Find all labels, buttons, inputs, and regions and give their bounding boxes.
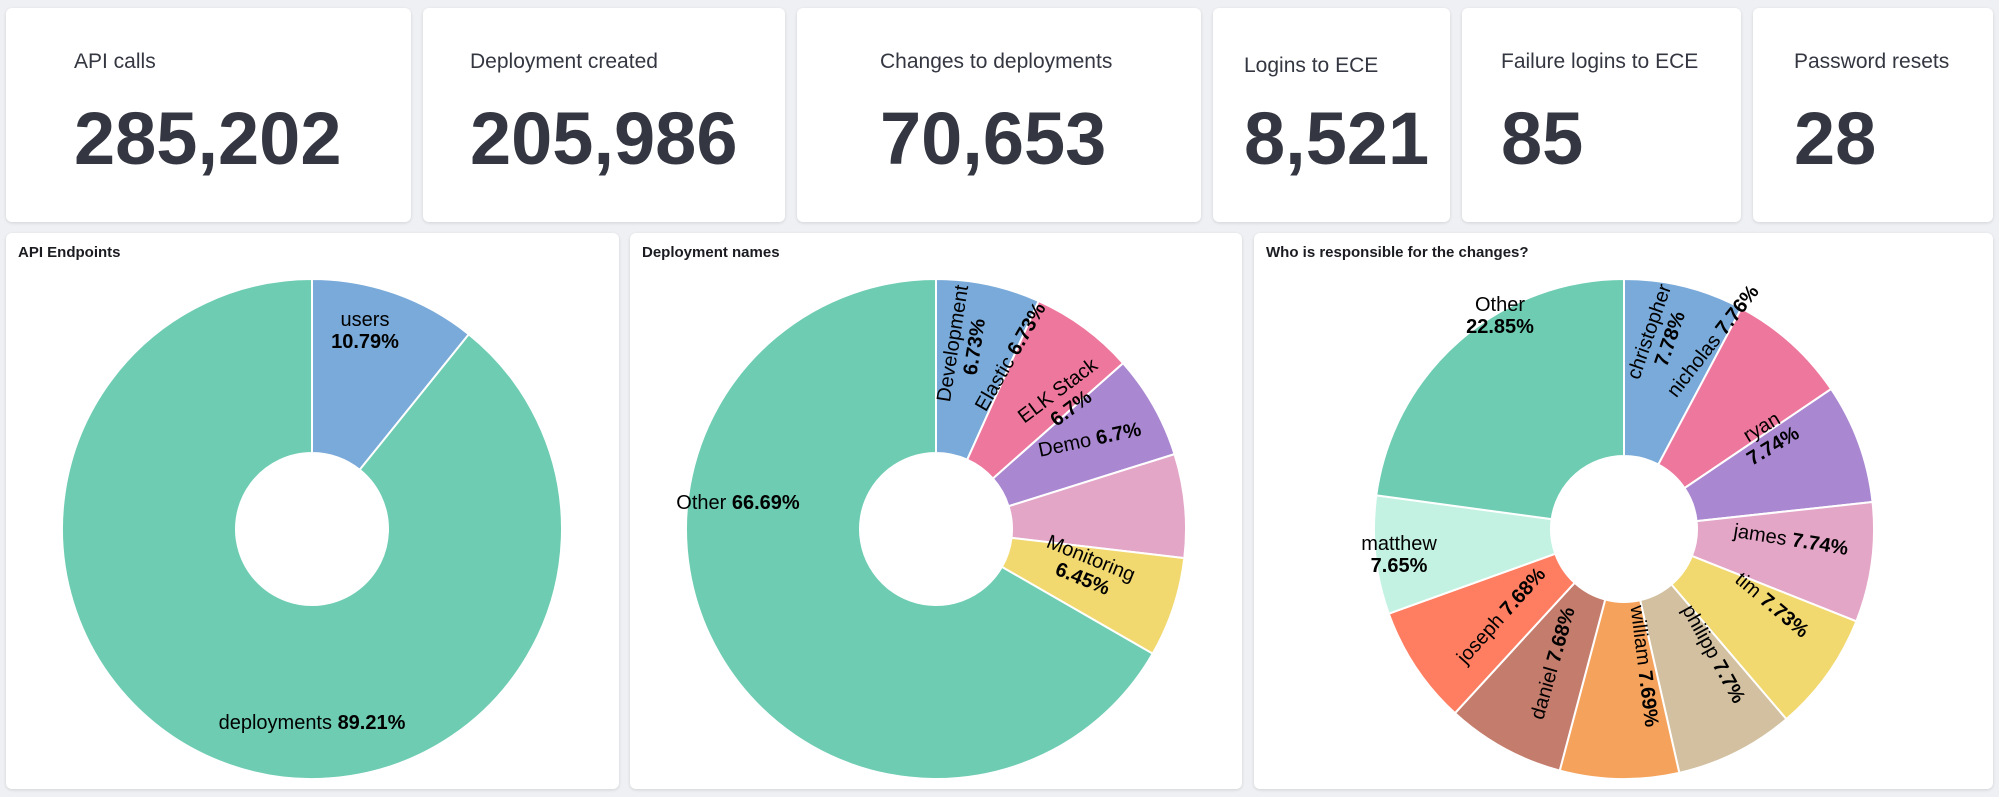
pie-slice-other[interactable] — [1375, 277, 1625, 521]
pie-slice-deployments[interactable] — [61, 277, 563, 780]
pie-slice-joseph[interactable] — [1387, 552, 1577, 715]
panel-api-endpoints: API Endpoints users 10.79% deployments 89.… — [6, 233, 619, 789]
pie-slice-other[interactable] — [684, 277, 1155, 780]
panel-deployment-names: Deployment names Development6.73% Elastic… — [630, 233, 1242, 789]
pie-chart-deployment-names: Development6.73%Elastic 6.73%ELK Stack6.… — [676, 277, 1187, 780]
pie-slice-daniel[interactable] — [1453, 581, 1607, 772]
metric-card-changes-to-deployments: Changes to deployments 70,653 — [797, 8, 1201, 222]
pie-slice-philipp[interactable] — [1638, 583, 1788, 775]
pie-slice-users[interactable] — [311, 277, 471, 472]
pie-slice-tim[interactable] — [1670, 554, 1858, 721]
metric-card-api-calls: API calls 285,202 — [6, 8, 411, 222]
pie-slice-ryan[interactable] — [1683, 387, 1874, 523]
slice-label-deployments: deployments 89.21% — [219, 712, 406, 734]
metric-title: API calls — [74, 50, 156, 73]
metric-card-password-resets: Password resets 28 — [1753, 8, 1993, 222]
metric-value: 28 — [1794, 97, 1877, 180]
pie-slice-nicholas[interactable] — [1656, 306, 1833, 490]
panel-title: Who is responsible for the changes? — [1266, 244, 1529, 261]
metric-value: 8,521 — [1244, 97, 1430, 180]
slice-label-other: Other 66.69% — [676, 492, 800, 514]
metric-title: Logins to ECE — [1244, 54, 1379, 77]
metric-card-failure-logins-to-ece: Failure logins to ECE 85 — [1462, 8, 1741, 222]
metric-value: 85 — [1501, 97, 1584, 180]
metric-value: 205,986 — [470, 97, 738, 180]
panel-who-is-responsible: Who is responsible for the changes? chri… — [1254, 233, 1993, 789]
pie-chart-api-endpoints: users 10.79% deployments 89.21% — [61, 277, 563, 780]
pie-slice-william[interactable] — [1558, 598, 1681, 780]
slice-label-users: users 10.79% — [331, 309, 399, 353]
pie-chart-who-is-responsible: christopher7.78%nicholas 7.76%ryan7.74%j… — [1361, 277, 1875, 780]
slice-label-matthew: matthew 7.65% — [1361, 533, 1437, 577]
metric-card-logins-to-ece: Logins to ECE 8,521 — [1213, 8, 1450, 222]
metric-card-deployment-created: Deployment created 205,986 — [423, 8, 785, 222]
panel-title: Deployment names — [642, 244, 780, 261]
metric-value: 70,653 — [880, 97, 1107, 180]
panel-title: API Endpoints — [18, 244, 121, 261]
metric-title: Changes to deployments — [880, 50, 1113, 73]
pie-slice-james[interactable] — [1690, 500, 1875, 623]
metric-value: 285,202 — [74, 97, 342, 180]
metric-title: Password resets — [1794, 50, 1950, 73]
pie-slice-matthew[interactable] — [1373, 494, 1557, 615]
metric-title: Failure logins to ECE — [1501, 50, 1699, 73]
metric-title: Deployment created — [470, 50, 658, 73]
slice-label-other: Other 22.85% — [1466, 294, 1534, 338]
